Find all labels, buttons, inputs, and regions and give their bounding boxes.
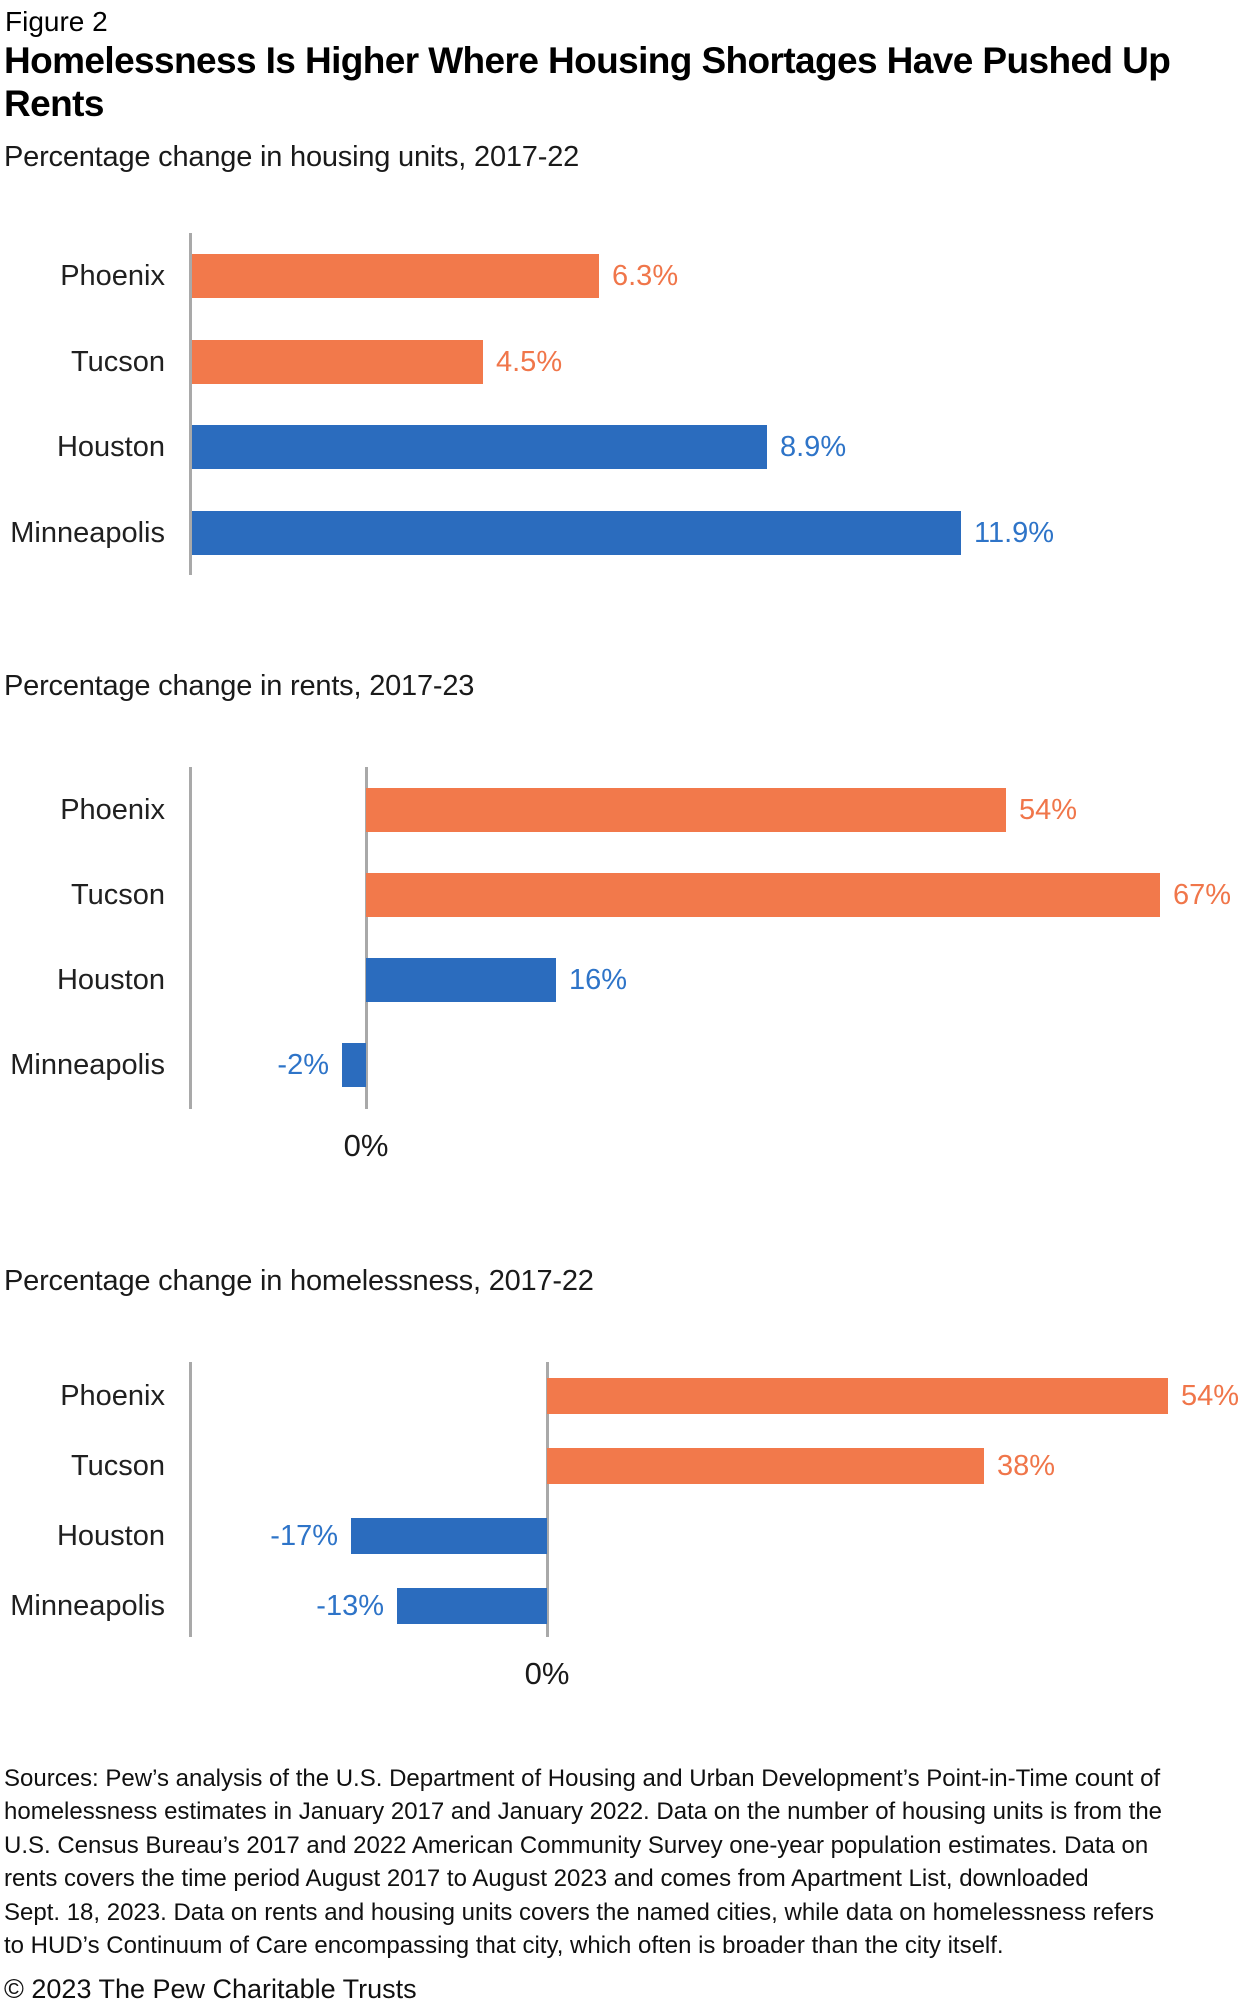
value-label-minneapolis-chart3: -13% bbox=[316, 1590, 384, 1622]
category-label-minneapolis: Minneapolis bbox=[10, 1049, 165, 1081]
bar-houston-chart3 bbox=[351, 1518, 547, 1554]
bar-houston-chart2 bbox=[366, 958, 556, 1002]
bar-tucson-chart1 bbox=[192, 340, 483, 384]
value-label-houston-chart2: 16% bbox=[569, 964, 628, 996]
category-label-houston: Houston bbox=[56, 431, 165, 463]
chart-subtitle-homelessness: Percentage change in homelessness, 2017-… bbox=[4, 1265, 594, 1297]
chart-1-left-axis-line bbox=[189, 233, 192, 575]
chart-2-zero-line bbox=[365, 767, 368, 1109]
category-label-tucson: Tucson bbox=[70, 1450, 165, 1482]
value-label-houston-chart1: 8.9% bbox=[780, 431, 847, 463]
sources-line: Sept. 18, 2023. Data on rents and housin… bbox=[4, 1898, 1155, 1926]
bar-minneapolis-chart3 bbox=[397, 1588, 547, 1624]
chart-2-left-axis-line bbox=[189, 767, 192, 1109]
sources-line: U.S. Census Bureau’s 2017 and 2022 Ameri… bbox=[4, 1831, 1149, 1859]
sources-line: homelessness estimates in January 2017 a… bbox=[4, 1798, 1163, 1826]
value-label-minneapolis-chart1: 11.9% bbox=[974, 517, 1055, 549]
value-label-houston-chart3: -17% bbox=[270, 1520, 338, 1552]
category-label-houston: Houston bbox=[56, 1520, 165, 1552]
category-label-minneapolis: Minneapolis bbox=[10, 1590, 165, 1622]
chart-3-zero-line bbox=[546, 1362, 549, 1637]
bar-phoenix-chart1 bbox=[192, 254, 599, 298]
sources-note: Sources: Pew’s analysis of the U.S. Depa… bbox=[4, 1762, 1162, 1962]
value-label-minneapolis-chart2: -2% bbox=[277, 1049, 329, 1081]
bar-minneapolis-chart2 bbox=[342, 1043, 366, 1087]
figure-title-line1: Homelessness Is Higher Where Housing Sho… bbox=[4, 40, 1171, 81]
copyright-line: © 2023 The Pew Charitable Trusts bbox=[4, 1974, 417, 2004]
value-label-tucson-chart2: 67% bbox=[1173, 879, 1232, 911]
chart-3-left-axis-line bbox=[189, 1362, 192, 1637]
sources-line: Sources: Pew’s analysis of the U.S. Depa… bbox=[4, 1765, 1161, 1792]
value-label-tucson-chart1: 4.5% bbox=[496, 346, 563, 378]
chart-subtitle-housing-units: Percentage change in housing units, 2017… bbox=[4, 141, 580, 173]
category-label-minneapolis: Minneapolis bbox=[10, 517, 165, 549]
category-label-phoenix: Phoenix bbox=[60, 794, 165, 826]
sources-line: to HUD’s Continuum of Care encompassing … bbox=[4, 1932, 1004, 1960]
bar-tucson-chart2 bbox=[366, 873, 1160, 917]
bar-phoenix-chart2 bbox=[366, 788, 1006, 832]
figure-title-line2: Rents bbox=[4, 83, 104, 124]
bar-phoenix-chart3 bbox=[547, 1378, 1168, 1414]
category-label-houston: Houston bbox=[56, 964, 165, 996]
category-label-tucson: Tucson bbox=[70, 346, 165, 378]
sources-line: rents covers the time period August 2017… bbox=[4, 1865, 1089, 1893]
zero-axis-label-chart2: 0% bbox=[343, 1128, 389, 1163]
value-label-phoenix-chart1: 6.3% bbox=[612, 260, 679, 292]
chart-subtitle-rents: Percentage change in rents, 2017-23 bbox=[4, 670, 475, 702]
category-label-phoenix: Phoenix bbox=[60, 1380, 165, 1412]
bar-tucson-chart3 bbox=[547, 1448, 984, 1484]
category-label-tucson: Tucson bbox=[70, 879, 165, 911]
value-label-tucson-chart3: 38% bbox=[997, 1450, 1056, 1482]
category-label-phoenix: Phoenix bbox=[60, 260, 165, 292]
bar-minneapolis-chart1 bbox=[192, 511, 961, 555]
bar-houston-chart1 bbox=[192, 425, 767, 469]
zero-axis-label-chart3: 0% bbox=[524, 1656, 570, 1691]
figure-title: Homelessness Is Higher Where Housing Sho… bbox=[4, 39, 1236, 125]
figure-number-label: Figure 2 bbox=[5, 6, 108, 37]
value-label-phoenix-chart3: 54% bbox=[1181, 1380, 1240, 1412]
value-label-phoenix-chart2: 54% bbox=[1019, 794, 1078, 826]
